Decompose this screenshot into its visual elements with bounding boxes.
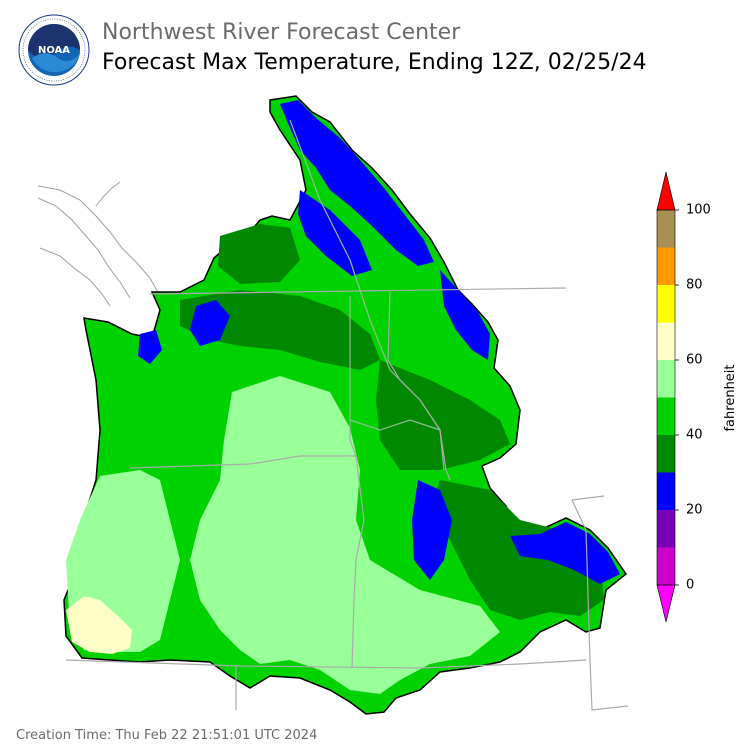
temperature-colorbar: [656, 171, 679, 623]
colorbar-bin-80-90: [657, 247, 675, 285]
colorbar-bin-90-100: [657, 210, 675, 248]
zone-60-70: [66, 596, 132, 654]
colorbar-bin-20-30: [657, 472, 675, 510]
colorbar-tick-label: 60: [686, 352, 703, 368]
creation-time: Creation Time: Thu Feb 22 21:51:01 UTC 2…: [16, 728, 318, 743]
agency-title: Northwest River Forecast Center: [102, 20, 461, 45]
coastline-outlines: [37, 181, 161, 307]
colorbar-tick-label: 20: [686, 502, 703, 518]
colorbar-over-arrow: [656, 171, 676, 211]
temperature-map: [37, 95, 629, 715]
colorbar-bin-50-60: [657, 360, 675, 398]
colorbar-tick-label: 40: [686, 427, 703, 443]
colorbar-tick-label: 0: [686, 577, 695, 593]
product-title: Forecast Max Temperature, Ending 12Z, 02…: [102, 50, 647, 75]
logo-text: NOAA: [38, 45, 70, 56]
noaa-logo: NOAA: [18, 14, 90, 86]
colorbar-tick-label: 100: [686, 202, 711, 218]
zone-20-30: [138, 100, 620, 584]
colorbar-bin-40-50: [657, 397, 675, 435]
state-borders: [65, 287, 629, 711]
colorbar-bin-60-70: [657, 322, 675, 360]
colorbar-label: fahrenheit: [723, 364, 738, 432]
colorbar-frame: [656, 209, 676, 586]
colorbar-bins: [657, 210, 675, 585]
zone-30-40: [180, 224, 604, 620]
colorbar-bin-0-10: [657, 547, 675, 585]
colorbar-bin-30-40: [657, 435, 675, 473]
colorbar-tickmarks: [675, 209, 679, 586]
colorbar-bin-10-20: [657, 510, 675, 548]
colorbar-tick-label: 80: [686, 277, 703, 293]
colorbar-bin-70-80: [657, 285, 675, 323]
colorbar-under-arrow: [656, 584, 676, 623]
